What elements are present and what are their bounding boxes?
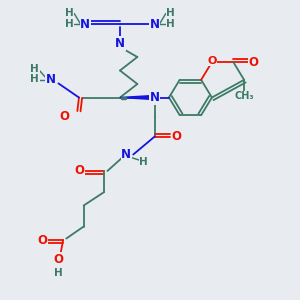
Text: H: H (166, 19, 175, 29)
Text: H: H (30, 64, 39, 74)
Text: O: O (53, 253, 63, 266)
Text: N: N (115, 37, 125, 50)
Text: O: O (38, 233, 48, 247)
Text: O: O (207, 56, 217, 66)
Text: H: H (166, 8, 175, 19)
Text: H: H (139, 157, 148, 167)
Text: N: N (150, 17, 160, 31)
Polygon shape (120, 96, 150, 99)
Text: H: H (54, 268, 63, 278)
Text: N: N (46, 73, 56, 86)
Text: N: N (150, 91, 160, 104)
Text: O: O (60, 110, 70, 124)
Text: H: H (30, 74, 39, 85)
Text: O: O (172, 130, 182, 143)
Text: O: O (74, 164, 84, 178)
Text: O: O (248, 56, 258, 69)
Text: H: H (65, 19, 74, 29)
Text: N: N (80, 17, 90, 31)
Text: H: H (65, 8, 74, 19)
Text: CH₃: CH₃ (234, 91, 254, 101)
Text: N: N (121, 148, 131, 161)
